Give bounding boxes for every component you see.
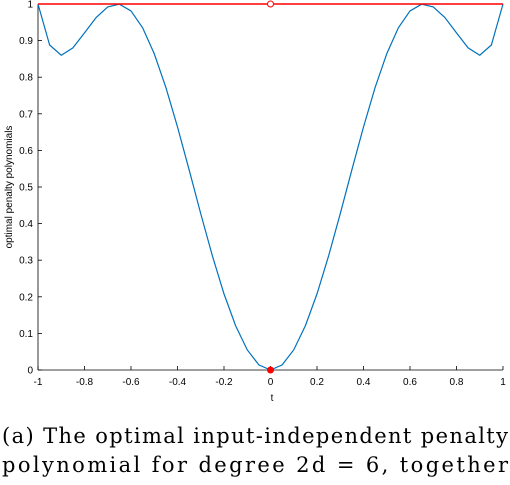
y-tick-label: 0.4 [19,219,33,230]
x-tick-label: 0.6 [403,377,417,388]
caption-line: (a) The optimal input-independent penalt… [2,424,508,448]
x-tick-label: -0.2 [215,377,233,388]
x-tick-label: -0.8 [76,377,94,388]
y-tick-label: 0 [27,366,33,377]
x-tick-label: 0.8 [450,377,464,388]
x-tick-label: 1 [500,377,506,388]
x-tick-label: 0.4 [357,377,371,388]
x-tick-label: -0.4 [169,377,187,388]
y-tick-label: 0.2 [19,292,33,303]
y-tick-label: 0.3 [19,256,33,267]
x-tick-label: 0.2 [310,377,324,388]
x-axis-label: t [271,393,274,404]
y-axis-label: optimal penalty polynomials [4,126,15,249]
y-tick-label: 0.1 [19,329,33,340]
y-tick-label: 0.5 [19,183,33,194]
y-tick-label: 1 [27,0,33,11]
x-tick-label: -0.6 [122,377,140,388]
point-marker [267,366,274,374]
caption-line: polynomial for degree 2d = 6, together [2,453,509,477]
y-tick-label: 0.8 [19,73,33,84]
y-tick-label: 0.7 [19,109,33,120]
line-series [37,3,504,371]
point-marker [267,0,274,8]
x-tick-label: 0 [268,377,274,388]
y-tick-label: 0.6 [19,146,33,157]
y-tick-label: 0.9 [19,36,33,47]
x-tick-label: -1 [34,377,43,388]
